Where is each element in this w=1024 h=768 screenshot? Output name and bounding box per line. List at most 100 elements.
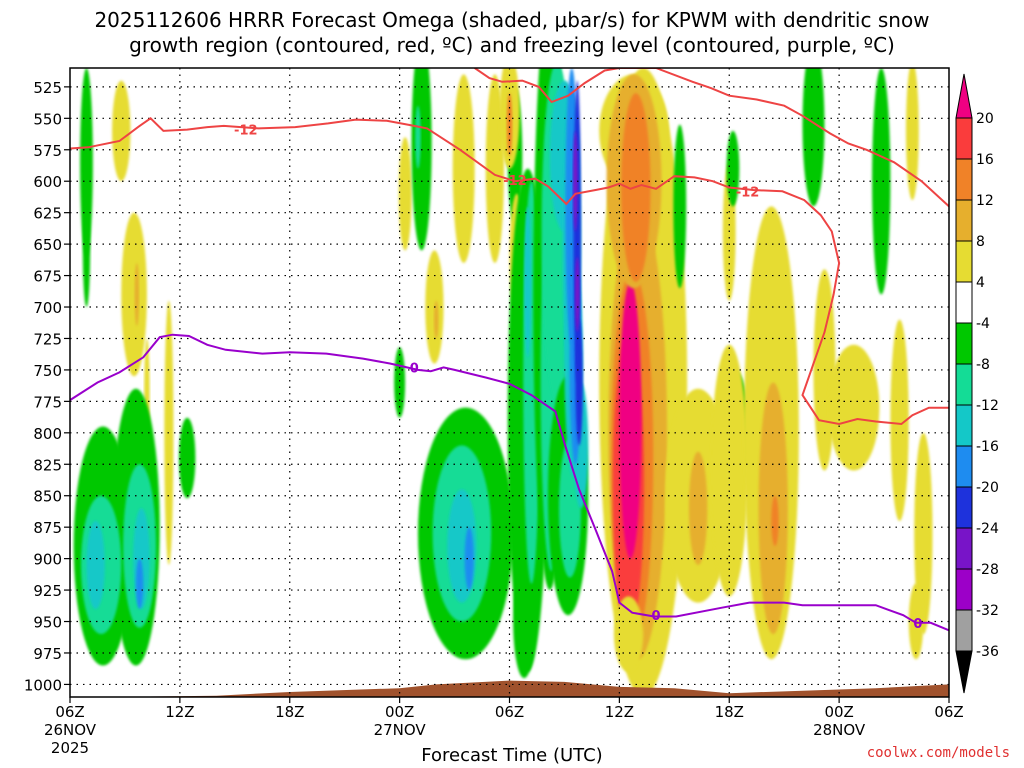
freezing-level-line (70, 333, 949, 632)
contour-lines (70, 68, 949, 632)
omega-cell-34 (524, 206, 532, 358)
colorbar-bin-7 (955, 404, 973, 447)
y-tick-label-950: 950 (33, 614, 62, 632)
omega-shading (73, 68, 933, 697)
colorbar-label-11: -28 (976, 562, 999, 578)
omega-cell-74 (890, 319, 909, 521)
y-tick-label-850: 850 (33, 488, 62, 506)
omega-cell-7 (178, 417, 196, 499)
omega-cell-58 (613, 596, 644, 672)
omega-cell-68 (771, 495, 779, 547)
colorbar-bin-8 (955, 445, 973, 488)
omega-cell-1 (82, 193, 91, 308)
terrain-fill (106, 680, 949, 697)
omega-cell-3 (121, 212, 147, 377)
x-tick-label-3: 00Z (385, 703, 414, 721)
colorbar-label-7: -12 (976, 398, 999, 414)
colorbar-label-10: -24 (976, 521, 999, 537)
y-tick-label-525: 525 (33, 79, 62, 97)
colorbar-top-triangle (955, 73, 973, 119)
isotherm-label-2: -12 (736, 185, 760, 200)
colorbar-bin-10 (955, 527, 973, 570)
y-tick-label-550: 550 (33, 110, 62, 128)
omega-cell-47 (575, 319, 583, 446)
terrain (106, 680, 949, 697)
y-tick-label-625: 625 (33, 205, 62, 223)
omega-cell-70 (802, 68, 825, 207)
colorbar-bin-0 (955, 117, 973, 160)
x-tick-label-4: 06Z (495, 703, 524, 721)
omega-cell-49 (575, 256, 580, 333)
y-axis: 525 550 575 600 625 650 675 700 725 750 775 800 825 8… (24, 79, 70, 694)
y-tick-label-900: 900 (33, 551, 62, 569)
x-tick-label-8: 06Z (934, 703, 963, 721)
omega-cell-0 (80, 68, 93, 257)
isotherm-minus12-upper-line (474, 68, 949, 208)
omega-cell-73 (828, 344, 880, 471)
x-tick-label-6: 18Z (715, 703, 744, 721)
omega-cell-26 (464, 527, 474, 591)
y-tick-label-825: 825 (33, 456, 62, 474)
omega-cell-17 (415, 105, 421, 169)
colorbar-label-9: -20 (976, 480, 999, 496)
freezing-label-1: 0 (651, 609, 660, 624)
x-tick-label-2: 18Z (275, 703, 304, 721)
omega-cell-19 (434, 300, 439, 339)
colorbar: 20 16 12 8 4 -4 -8 -12 -16 -20 -24 -28 -32 -36 (955, 73, 999, 694)
x-tick-label-7: 00Z (824, 703, 853, 721)
colorbar-label-4: 4 (976, 275, 985, 291)
x-tick-year-0: 2025 (51, 739, 89, 757)
y-tick-label-650: 650 (33, 236, 62, 254)
colorbar-bin-2 (955, 199, 973, 242)
x-axis-title: Forecast Time (UTC) (421, 745, 603, 766)
contour-labels: -12 -12 -12 0 0 0 (234, 124, 922, 632)
omega-cell-75 (914, 432, 933, 635)
colorbar-label-5: -4 (976, 316, 990, 332)
omega-cell-71 (872, 68, 891, 295)
chart-title-line1: 2025112606 HRRR Forecast Omega (shaded, … (94, 8, 930, 32)
isotherm-label-0: -12 (234, 124, 258, 139)
omega-cell-61 (688, 451, 708, 565)
y-tick-label-700: 700 (33, 299, 62, 317)
freezing-label-2: 0 (913, 617, 922, 632)
colorbar-bottom-triangle (955, 650, 973, 694)
y-tick-label-1000: 1000 (24, 676, 62, 694)
isotherm-label-1: -12 (503, 174, 527, 189)
colorbar-bin-9 (955, 486, 973, 529)
colorbar-label-8: -16 (976, 439, 999, 455)
x-tick-label-1: 12Z (165, 703, 194, 721)
omega-cell-48 (573, 130, 578, 232)
omega-cell-59 (673, 124, 687, 289)
omega-cell-4 (134, 262, 140, 326)
y-tick-label-925: 925 (33, 582, 62, 600)
y-tick-label-725: 725 (33, 330, 62, 348)
grid-lines (70, 68, 949, 697)
colorbar-bin-12 (955, 609, 973, 652)
y-tick-label-575: 575 (33, 142, 62, 160)
omega-cell-14 (135, 558, 144, 609)
x-tick-date-7: 28NOV (813, 721, 866, 739)
y-tick-label-775: 775 (33, 393, 62, 411)
omega-cell-29 (506, 93, 513, 157)
omega-cell-12 (86, 520, 105, 609)
y-tick-label-975: 975 (33, 645, 62, 663)
omega-cell-54 (619, 281, 642, 559)
x-tick-date-3: 27NOV (374, 721, 427, 739)
y-tick-label-750: 750 (33, 362, 62, 380)
omega-cell-21 (452, 74, 475, 263)
x-tick-label-0: 06Z (55, 703, 84, 721)
credit-text: coolwx.com/models (866, 745, 1010, 761)
freezing-label-0: 0 (410, 361, 419, 376)
isotherm-minus12-line (70, 117, 949, 426)
colorbar-bin-3 (955, 240, 973, 283)
colorbar-bin-1 (955, 158, 973, 201)
colorbar-bin-4 (955, 281, 973, 324)
omega-cell-15 (398, 137, 412, 251)
colorbar-label-3: 8 (976, 234, 985, 250)
y-tick-label-675: 675 (33, 268, 62, 286)
x-tick-date-0: 26NOV (44, 721, 97, 739)
colorbar-bin-11 (955, 568, 973, 611)
omega-cell-72 (905, 68, 919, 201)
